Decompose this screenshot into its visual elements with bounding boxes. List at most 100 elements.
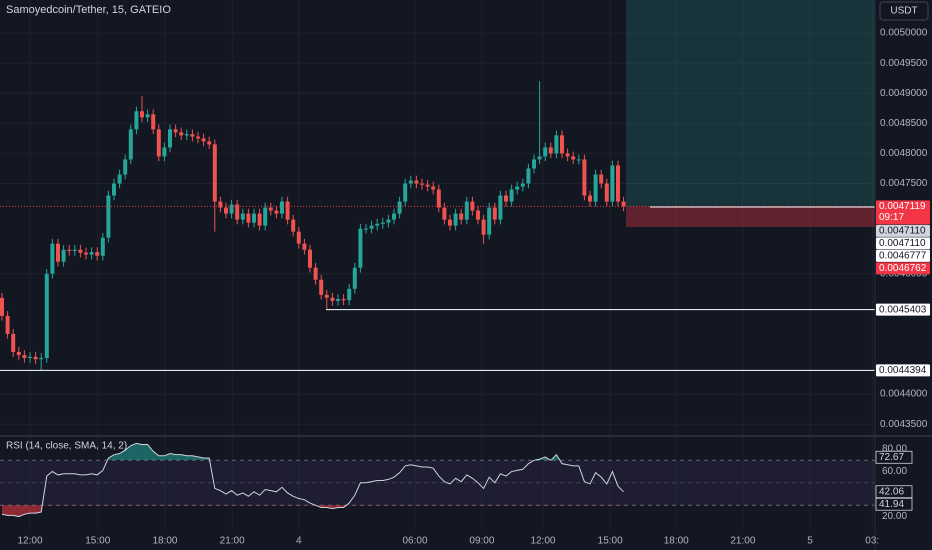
x-tick-label: 18:00	[664, 536, 689, 547]
candle-body	[78, 249, 83, 253]
x-tick-label: 12:00	[530, 536, 555, 547]
y-tick-label: 0.0048000	[880, 148, 928, 159]
candle-body	[470, 201, 475, 211]
candle-body	[392, 213, 396, 220]
candle-body	[520, 183, 525, 187]
candle-body	[33, 356, 38, 360]
currency-button[interactable]	[879, 1, 929, 21]
rsi-tick-label: 60.00	[882, 466, 907, 477]
candle-body	[134, 111, 139, 130]
candle-body	[212, 144, 217, 202]
rsi-marker-box	[875, 497, 913, 511]
grid	[0, 0, 875, 530]
candle-body	[604, 183, 609, 202]
candle-body	[156, 129, 161, 157]
x-tick-label: 18:00	[152, 536, 177, 547]
y-tick-label: 0.0043500	[880, 419, 928, 430]
price-label: 0.0047110	[879, 238, 926, 249]
candle-body	[22, 354, 27, 358]
rsi-marker-label: 72.67	[879, 452, 904, 463]
candle-body	[336, 299, 340, 301]
candle-body	[442, 207, 447, 220]
candle-body	[285, 201, 290, 220]
candle-body	[588, 195, 592, 202]
price-label-box	[876, 200, 930, 225]
candle-body	[56, 243, 60, 262]
candle-body	[274, 210, 279, 214]
candle-body	[436, 189, 441, 208]
symbol-title: Samoyedcoin/Tether, 15, GATEIO	[6, 4, 171, 16]
price-label: 0.0044394	[879, 365, 927, 376]
candle-body	[616, 165, 620, 202]
candle-body	[571, 156, 576, 160]
x-tick-label: 21:00	[220, 536, 245, 547]
currency-label[interactable]: USDT	[890, 6, 917, 17]
candle-body	[582, 159, 587, 196]
y-tick-label: 0.0047500	[880, 178, 928, 189]
candle-body	[565, 153, 570, 157]
candle-body	[369, 225, 374, 229]
candle-body	[0, 297, 4, 316]
candle-body	[44, 273, 49, 358]
x-tick-label: 15:00	[85, 536, 110, 547]
candle-body	[308, 249, 312, 268]
candle-body	[28, 356, 32, 358]
candle-body	[246, 213, 251, 223]
rsi-line	[1, 442, 624, 518]
candle-body	[190, 134, 195, 137]
x-tick-label: 21:00	[730, 536, 755, 547]
countdown: 09:17	[879, 212, 904, 223]
candle-body	[599, 174, 604, 184]
y-tick-label: 0.0050000	[880, 28, 928, 39]
candle-body	[89, 252, 94, 255]
candle-body	[112, 183, 116, 196]
candle-body	[50, 243, 55, 274]
candle-body	[5, 315, 10, 334]
candle-body	[67, 249, 72, 251]
y-tick-label: 0.0048500	[880, 118, 928, 129]
candle-body	[492, 207, 497, 220]
candle-body	[459, 213, 464, 220]
price-label: 0.0047110	[879, 226, 926, 237]
candle-body	[476, 210, 480, 220]
candle-body	[184, 134, 189, 136]
rsi-tick-label: 80.00	[882, 444, 907, 455]
candle-body	[179, 132, 184, 136]
candle-body	[397, 201, 402, 214]
candle-body	[560, 135, 564, 154]
candle-body	[218, 201, 223, 208]
candle-body	[128, 129, 133, 160]
candle-body	[515, 186, 520, 190]
candle-body	[526, 168, 531, 184]
candle-body	[252, 213, 256, 223]
price-label-box	[876, 237, 930, 250]
candle-body	[481, 219, 486, 235]
candle-body	[162, 147, 167, 157]
candle-body	[358, 228, 363, 268]
candle-body	[106, 195, 111, 238]
candle-body	[532, 159, 536, 169]
candle-body	[498, 195, 503, 220]
x-tick-label: 03:	[865, 536, 879, 547]
candle-body	[364, 228, 368, 230]
candle-body	[84, 252, 88, 255]
candle-body	[414, 180, 419, 184]
rsi-overbought-fill	[107, 443, 560, 460]
x-tick-label: 4	[296, 536, 302, 547]
candle-body	[61, 249, 66, 262]
candle-body	[487, 207, 492, 235]
x-tick-label: 12:00	[17, 536, 42, 547]
candle-body	[140, 111, 144, 118]
y-tick-label: 0.0049000	[880, 88, 928, 99]
candle-body	[386, 219, 391, 223]
x-tick-label: 15:00	[598, 536, 623, 547]
candle-body	[117, 174, 122, 184]
price-label-box	[876, 224, 930, 237]
rsi-tick-label: 20.00	[882, 511, 907, 522]
candle-body	[100, 237, 105, 256]
candle-body	[201, 138, 206, 142]
candle-body	[145, 114, 150, 118]
candle-body	[543, 147, 548, 157]
candle-body	[610, 165, 615, 202]
candle-body	[554, 135, 559, 154]
